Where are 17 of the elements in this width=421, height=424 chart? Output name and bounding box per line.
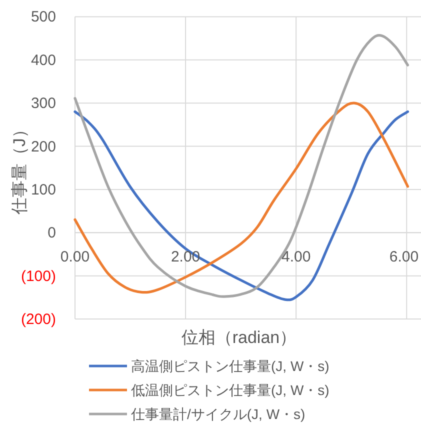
y-tick-label: 200 bbox=[30, 138, 56, 156]
y-tick-label: 500 bbox=[30, 8, 56, 26]
x-axis-title: 位相（radian） bbox=[181, 328, 297, 347]
y-tick-label: 100 bbox=[30, 181, 56, 198]
y-tick-label: (100) bbox=[20, 268, 56, 285]
legend-label: 高温側ピストン仕事量(J, W・s) bbox=[131, 358, 330, 374]
x-tick-label: 6.00 bbox=[389, 248, 419, 266]
y-tick-label: 300 bbox=[30, 95, 56, 112]
legend-label: 仕事量計/サイクル(J, W・s) bbox=[130, 406, 306, 422]
x-tick-label: 0.00 bbox=[60, 248, 90, 266]
y-axis-title: 仕事量（J） bbox=[10, 121, 29, 216]
x-tick-label: 2.00 bbox=[170, 248, 200, 266]
legend-label: 低温側ピストン仕事量(J, W・s) bbox=[131, 382, 330, 398]
x-tick-label: 4.00 bbox=[281, 248, 311, 266]
y-tick-label: 400 bbox=[30, 52, 56, 69]
y-tick-label: (200) bbox=[20, 311, 56, 328]
y-tick-label: 0 bbox=[48, 224, 56, 242]
